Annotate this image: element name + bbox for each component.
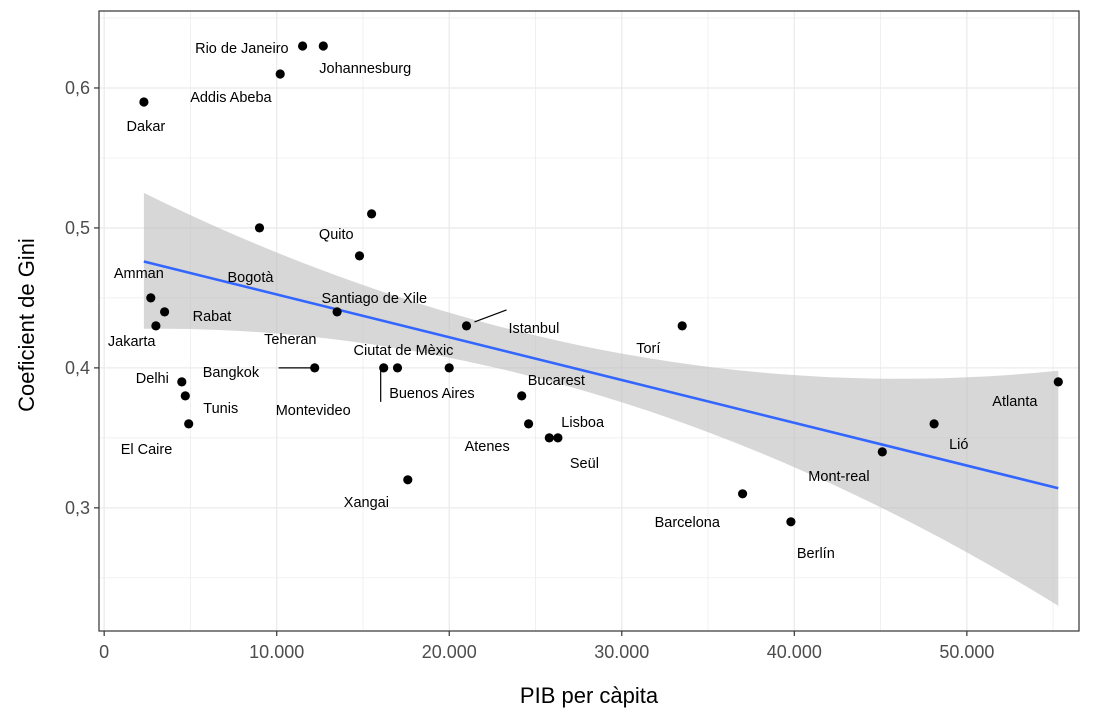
y-tick-label: 0,4 — [65, 358, 90, 378]
point-rio-de-janeiro — [298, 41, 308, 51]
point-mont-real — [877, 447, 887, 457]
point-label: Ciutat de Mèxic — [354, 343, 454, 359]
point-tor- — [677, 321, 687, 331]
x-axis-title: PIB per càpita — [520, 683, 659, 708]
y-axis-title: Coeficient de Gini — [14, 238, 39, 412]
regression-line — [143, 260, 1059, 490]
point-label: Bogotà — [228, 270, 275, 286]
point-atlanta — [1053, 377, 1063, 387]
point-jakarta — [151, 321, 161, 331]
point-label: Delhi — [136, 371, 169, 387]
point-addis-abeba — [275, 69, 285, 79]
point-label: Tunis — [203, 401, 238, 417]
y-tick-label: 0,5 — [65, 218, 90, 238]
point-label: Rio de Janeiro — [195, 41, 289, 57]
point-label: Bangkok — [203, 365, 260, 381]
leader-line — [474, 309, 507, 323]
label-leader-lines — [278, 309, 507, 402]
x-tick-label: 0 — [99, 642, 109, 662]
point-montevideo — [379, 363, 389, 373]
point-label: Atenes — [465, 439, 510, 455]
panel-border — [98, 10, 1080, 632]
point-barcelona — [738, 489, 748, 499]
point-tunis — [180, 391, 190, 401]
x-tick-label: 10.000 — [249, 642, 304, 662]
point-label: Bucarest — [528, 373, 585, 389]
point-label: Seül — [570, 456, 599, 472]
point-se-l — [553, 433, 563, 443]
point-johannesburg — [318, 41, 328, 51]
point-label: Barcelona — [655, 515, 721, 531]
point-bogot- — [254, 223, 265, 233]
y-axis-ticks: 0,3 0,4 0,5 0,6 — [65, 78, 99, 518]
x-tick-label: 40.000 — [767, 642, 822, 662]
point-label: Mont-real — [808, 469, 869, 485]
point-label: Rabat — [193, 309, 232, 325]
point-atenes — [524, 419, 534, 429]
point-label: Quito — [319, 227, 354, 243]
point-label: Lió — [949, 437, 968, 453]
point-quito — [367, 209, 377, 219]
point-label: Istanbul — [509, 321, 560, 337]
point-li- — [929, 419, 939, 429]
point-ciutat-de-m-xic — [392, 363, 403, 373]
point-label: Dakar — [127, 119, 166, 135]
point-berl-n — [786, 517, 796, 527]
point-lisboa — [544, 433, 554, 443]
point-delhi — [177, 377, 187, 387]
point-label: Addis Abeba — [190, 90, 272, 106]
point-label: Johannesburg — [319, 61, 411, 77]
point-buenos-aires — [444, 363, 454, 373]
data-points — [139, 41, 1063, 527]
point-label: Berlín — [797, 546, 835, 562]
point-teheran — [332, 307, 342, 317]
confidence-band — [143, 192, 1059, 606]
y-tick-label: 0,6 — [65, 78, 90, 98]
point-label: El Caire — [121, 442, 173, 458]
confidence-ribbon — [143, 192, 1059, 606]
x-tick-label: 20.000 — [422, 642, 477, 662]
fit-line-layer — [143, 260, 1059, 490]
point-amman — [146, 293, 156, 303]
point-dakar — [139, 97, 149, 107]
point-label: Montevideo — [276, 403, 351, 419]
x-axis-ticks: 0 10.000 20.000 30.000 40.000 50.000 — [99, 631, 994, 662]
point-label: Santiago de Xile — [322, 291, 428, 307]
point-bucarest — [517, 391, 527, 401]
point-rabat — [160, 307, 170, 317]
y-tick-label: 0,3 — [65, 498, 90, 518]
point-label: Torí — [636, 341, 660, 357]
point-bangkok — [310, 363, 320, 373]
point-label: Lisboa — [561, 415, 605, 431]
point-xangai — [403, 475, 413, 485]
point-label: Amman — [114, 266, 164, 282]
x-tick-label: 50.000 — [939, 642, 994, 662]
point-istanbul — [461, 321, 472, 331]
point-label: Buenos Aires — [389, 386, 474, 402]
point-label: Atlanta — [992, 394, 1038, 410]
point-label: Jakarta — [108, 334, 156, 350]
point-labels: Rio de Janeiro Johannesburg Addis Abeba Dak… — [108, 41, 1038, 562]
point-label: Xangai — [344, 495, 389, 511]
x-tick-label: 30.000 — [594, 642, 649, 662]
point-el-caire — [184, 419, 194, 429]
point-label: Teheran — [264, 332, 316, 348]
point-santiago-de-xile — [354, 251, 365, 261]
